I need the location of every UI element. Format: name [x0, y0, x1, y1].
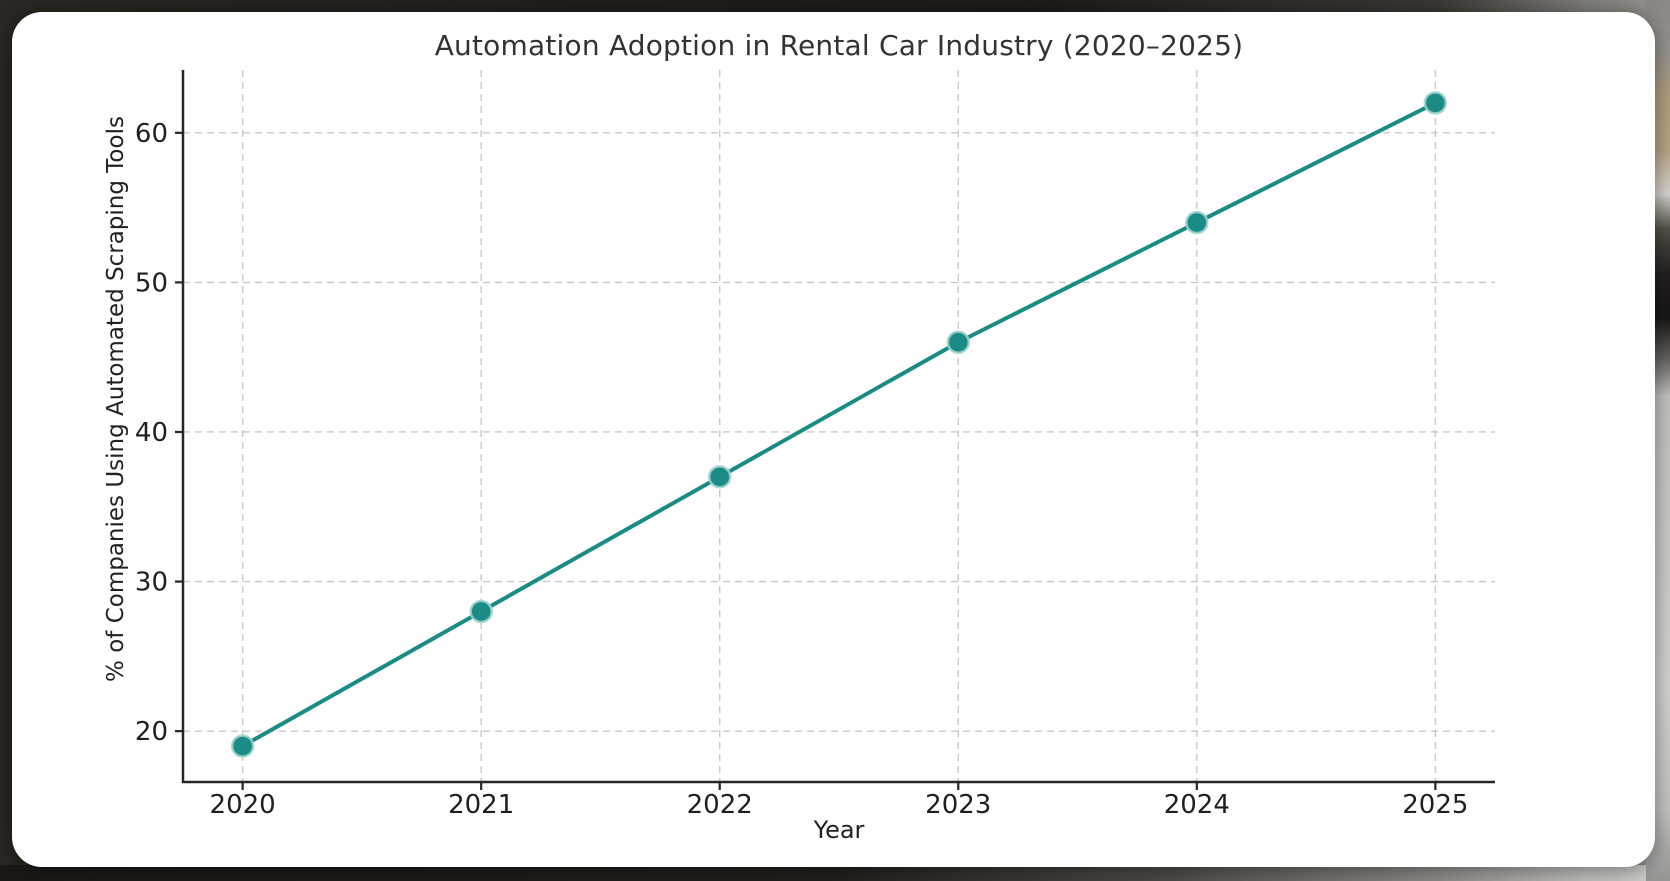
- data-point: [230, 734, 255, 758]
- data-point: [469, 599, 493, 624]
- y-tick-label: 30: [135, 568, 168, 598]
- background-photo-floor: [0, 865, 1670, 881]
- y-tick-label: 60: [135, 119, 168, 149]
- x-tick-label: 2023: [925, 790, 991, 820]
- y-tick-label: 20: [135, 717, 168, 747]
- data-point: [946, 330, 971, 354]
- y-tick-label: 40: [135, 418, 168, 448]
- x-tick-label: 2025: [1402, 790, 1468, 820]
- data-point: [1185, 210, 1209, 235]
- x-tick-label: 2024: [1164, 790, 1230, 820]
- x-tick-label: 2022: [687, 790, 753, 820]
- y-axis-label: % of Companies Using Automated Scraping …: [103, 116, 129, 682]
- data-point: [707, 465, 732, 489]
- chart-card: [12, 12, 1655, 867]
- x-tick-label: 2021: [448, 790, 514, 820]
- x-axis-label: Year: [813, 816, 865, 844]
- data-point: [1423, 91, 1448, 115]
- data-line: [240, 100, 1438, 749]
- chart-title: Automation Adoption in Rental Car Indust…: [434, 29, 1244, 62]
- x-tick-label: 2020: [210, 790, 276, 820]
- y-tick-label: 50: [135, 268, 168, 298]
